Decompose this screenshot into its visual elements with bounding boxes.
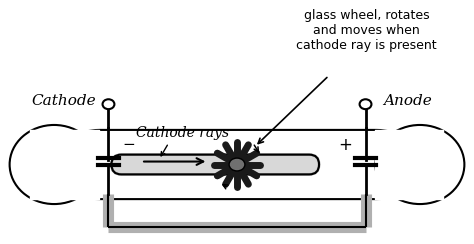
FancyBboxPatch shape (65, 130, 411, 199)
Ellipse shape (229, 158, 245, 171)
Ellipse shape (360, 99, 372, 109)
Text: glass wheel, rotates
and moves when
cathode ray is present: glass wheel, rotates and moves when cath… (296, 9, 437, 52)
Ellipse shape (375, 125, 465, 204)
Ellipse shape (9, 125, 99, 204)
Text: Anode: Anode (383, 94, 432, 108)
Text: Cathode rays: Cathode rays (136, 126, 229, 140)
Text: +: + (338, 136, 352, 154)
Text: −: − (122, 137, 135, 152)
FancyBboxPatch shape (111, 155, 319, 174)
Ellipse shape (102, 99, 114, 109)
Text: Cathode: Cathode (32, 94, 96, 108)
